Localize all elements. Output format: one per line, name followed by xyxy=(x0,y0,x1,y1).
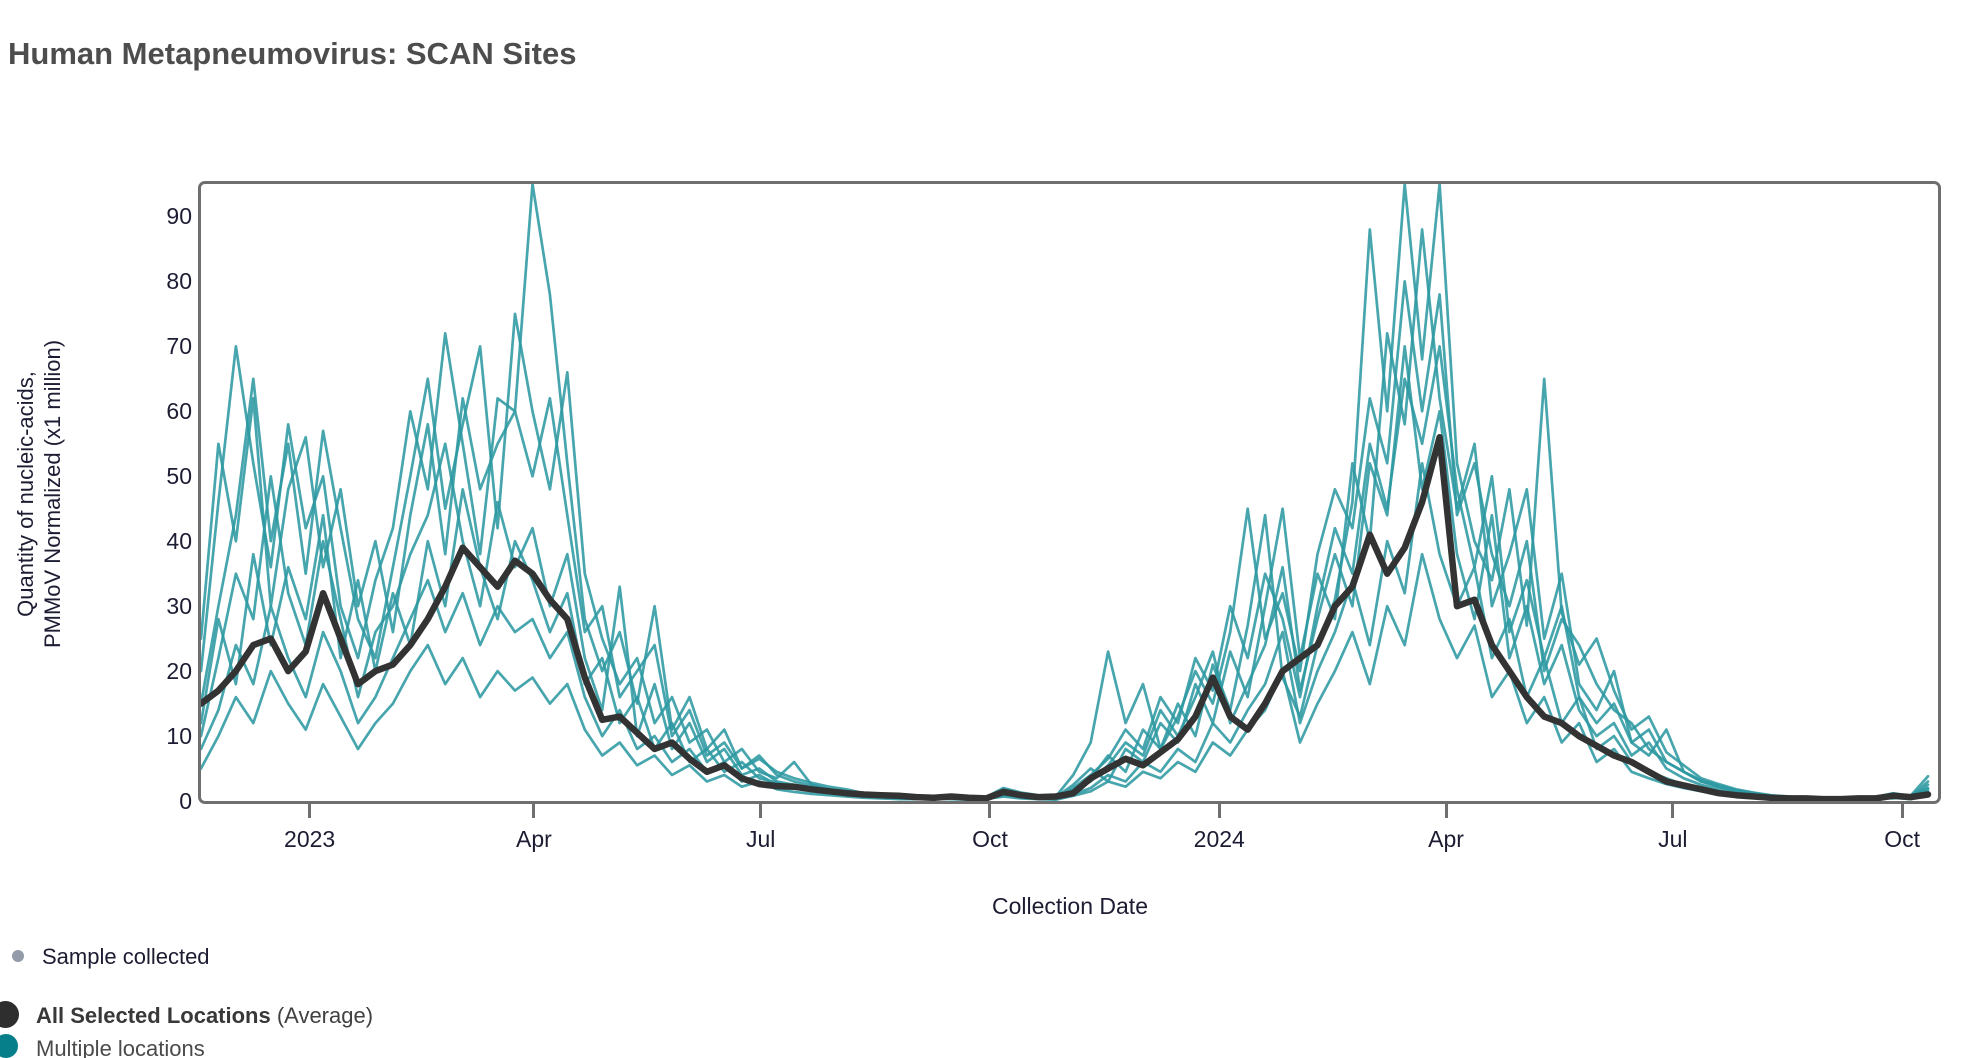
x-tick-mark-Oct xyxy=(1900,804,1904,818)
x-tick-mark-Oct xyxy=(988,804,992,818)
y-tick-label-0: 0 xyxy=(179,788,192,814)
y-tick-label-10: 10 xyxy=(166,723,192,750)
x-axis-title: Collection Date xyxy=(992,893,1148,919)
x-tick-label-Oct: Oct xyxy=(1884,826,1920,852)
x-tick-mark-Apr xyxy=(1444,804,1448,818)
y-tick-label-40: 40 xyxy=(166,528,192,555)
y-axis-title: Quantity of nucleic-acids, PMMoV Normali… xyxy=(12,214,68,774)
location-series-line xyxy=(201,184,1930,801)
location-series-line xyxy=(201,280,1930,801)
y-tick-label-90: 90 xyxy=(166,203,192,230)
legend-label: Multiple locations xyxy=(36,1036,205,1058)
x-tick-label-Jul: Jul xyxy=(1658,826,1688,852)
x-tick-label-Oct: Oct xyxy=(972,826,1008,852)
legend-label: All Selected Locations (Average) xyxy=(36,1003,374,1028)
y-tick-label-50: 50 xyxy=(166,463,192,490)
x-tick-label-Apr: Apr xyxy=(516,826,552,852)
y-tick-label-60: 60 xyxy=(166,398,192,425)
average-series-line xyxy=(201,434,1932,801)
x-tick-mark-2023 xyxy=(308,804,312,818)
x-tick-mark-Apr xyxy=(532,804,536,818)
x-tick-mark-Jul xyxy=(759,804,763,818)
y-axis-title-line2: PMMoV Normalized (x1 million) xyxy=(40,339,65,649)
multiple-locations-dot-icon xyxy=(0,1034,18,1058)
y-tick-label-20: 20 xyxy=(166,658,192,685)
x-tick-mark-Jul xyxy=(1671,804,1675,818)
x-tick-mark-2024 xyxy=(1217,804,1221,818)
x-tick-label-Jul: Jul xyxy=(746,826,776,852)
plot-area[interactable] xyxy=(201,184,1938,801)
x-tick-label-2024: 2024 xyxy=(1193,826,1245,852)
y-tick-label-80: 80 xyxy=(166,268,192,295)
y-axis-title-line1: Quantity of nucleic-acids, xyxy=(13,371,38,617)
x-tick-label-Apr: Apr xyxy=(1428,826,1464,852)
y-tick-label-30: 30 xyxy=(166,593,192,620)
plot-frame xyxy=(198,181,1941,804)
y-tick-label-70: 70 xyxy=(166,333,192,360)
legend-label: Sample collected xyxy=(42,944,210,969)
sample-collected-dot-icon xyxy=(12,950,24,962)
page-title: Human Metapneumovirus: SCAN Sites xyxy=(8,36,577,71)
average-line-dot-icon xyxy=(0,1001,19,1028)
x-tick-label-2023: 2023 xyxy=(284,826,336,852)
